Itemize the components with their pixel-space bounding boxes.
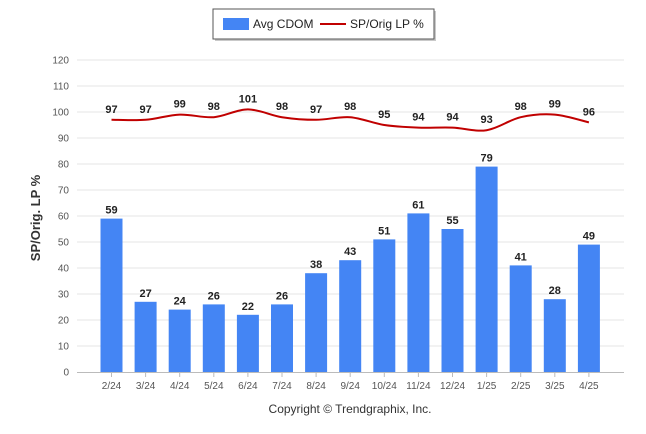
- line-value-label: 94: [412, 112, 425, 124]
- x-tick-label: 5/24: [204, 381, 224, 392]
- sp-orig-lp-line: [111, 108, 590, 132]
- bar-value-label: 24: [174, 296, 187, 308]
- y-tick-label: 120: [52, 56, 69, 67]
- bar-value-label: 26: [208, 290, 220, 302]
- bar: [475, 166, 498, 372]
- legend-label-avg-cdom: Avg CDOM: [253, 17, 313, 31]
- bar-value-label: 22: [242, 301, 254, 313]
- line-value-label: 95: [378, 109, 390, 121]
- y-tick-label: 70: [58, 186, 70, 197]
- bar: [543, 299, 566, 372]
- bar-value-labels: 59 27 24 26 22 26 38 43 51 61 55 79 41 28 49: [105, 153, 595, 313]
- line-value-label: 99: [174, 99, 186, 111]
- bar-value-label: 79: [480, 153, 492, 165]
- legend-swatch-avg-cdom: [223, 18, 249, 30]
- bar: [168, 309, 191, 372]
- x-tick-label: 3/24: [136, 381, 156, 392]
- bar: [407, 213, 430, 372]
- copyright-text: Copyright © Trendgraphix, Inc.: [269, 402, 432, 416]
- line-series: [111, 108, 590, 132]
- x-tick-label: 8/24: [306, 381, 326, 392]
- y-tick-label: 110: [53, 82, 69, 93]
- x-tick-label: 4/25: [579, 381, 599, 392]
- y-tick-label: 30: [58, 290, 70, 301]
- bar-value-label: 55: [446, 215, 458, 227]
- bar-value-label: 28: [549, 285, 561, 297]
- bar-value-label: 38: [310, 259, 322, 271]
- line-value-label: 97: [105, 104, 117, 116]
- line-value-label: 98: [276, 101, 288, 113]
- y-tick-label: 80: [58, 160, 70, 171]
- line-value-label: 96: [583, 106, 595, 118]
- x-tick-label: 11/24: [406, 381, 431, 392]
- bar: [441, 229, 464, 372]
- line-value-label: 93: [480, 114, 492, 126]
- bar-value-label: 61: [412, 199, 424, 211]
- x-tick-label: 12/24: [440, 381, 465, 392]
- line-value-label: 94: [446, 112, 459, 124]
- gridlines: [77, 59, 624, 347]
- x-tick-label: 4/24: [170, 381, 190, 392]
- x-tick-label: 7/24: [272, 381, 292, 392]
- bar: [339, 260, 362, 372]
- bar-value-label: 43: [344, 246, 356, 258]
- line-value-label: 98: [208, 101, 220, 113]
- x-tick-label: 3/25: [545, 381, 565, 392]
- y-tick-label: 60: [58, 212, 70, 223]
- y-tick-label: 10: [58, 342, 70, 353]
- y-tick-label: 0: [63, 368, 69, 379]
- line-value-label: 97: [310, 104, 322, 116]
- line-value-label: 101: [239, 93, 257, 105]
- line-value-labels: 97 97 99 98 101 98 97 98 95 94 94 93 98 99 96: [105, 93, 595, 126]
- bar-series: [100, 166, 600, 372]
- y-tick-label: 90: [58, 134, 70, 145]
- bar: [305, 273, 328, 372]
- bar-value-label: 41: [515, 251, 527, 263]
- bar-value-label: 49: [583, 231, 595, 243]
- bar: [577, 244, 600, 372]
- x-axis-ticks: 2/24 3/24 4/24 5/24 6/24 7/24 8/24 9/24 10/24 11/…: [102, 372, 599, 392]
- x-tick-label: 10/24: [372, 381, 397, 392]
- legend: Avg CDOM SP/Orig LP %: [212, 8, 436, 41]
- y-tick-label: 100: [52, 108, 69, 119]
- y-axis-ticks: 0 10 20 30 40 50 60 70 80 90 100 110 120: [52, 56, 69, 379]
- x-tick-label: 2/24: [102, 381, 122, 392]
- bar: [236, 314, 259, 372]
- x-tick-label: 9/24: [340, 381, 360, 392]
- y-tick-label: 40: [58, 264, 70, 275]
- bar: [271, 304, 293, 372]
- bar: [202, 304, 225, 372]
- line-value-label: 98: [515, 101, 527, 113]
- line-value-label: 98: [344, 101, 356, 113]
- bar: [373, 239, 396, 372]
- x-tick-label: 1/25: [477, 381, 497, 392]
- y-tick-label: 20: [58, 316, 70, 327]
- bar: [100, 218, 123, 372]
- y-tick-label: 50: [58, 238, 70, 249]
- line-value-label: 99: [549, 99, 561, 111]
- bar-value-label: 59: [105, 205, 117, 217]
- x-tick-label: 6/24: [238, 381, 258, 392]
- legend-label-sp-orig-lp: SP/Orig LP %: [350, 17, 424, 31]
- line-value-label: 97: [139, 104, 151, 116]
- bar-value-label: 27: [139, 288, 151, 300]
- x-tick-label: 2/25: [511, 381, 531, 392]
- bar-value-label: 51: [378, 225, 390, 237]
- bar-value-label: 26: [276, 290, 288, 302]
- bar: [509, 265, 532, 372]
- y-axis-title: SP/Orig. LP %: [28, 174, 43, 261]
- bar: [134, 301, 157, 372]
